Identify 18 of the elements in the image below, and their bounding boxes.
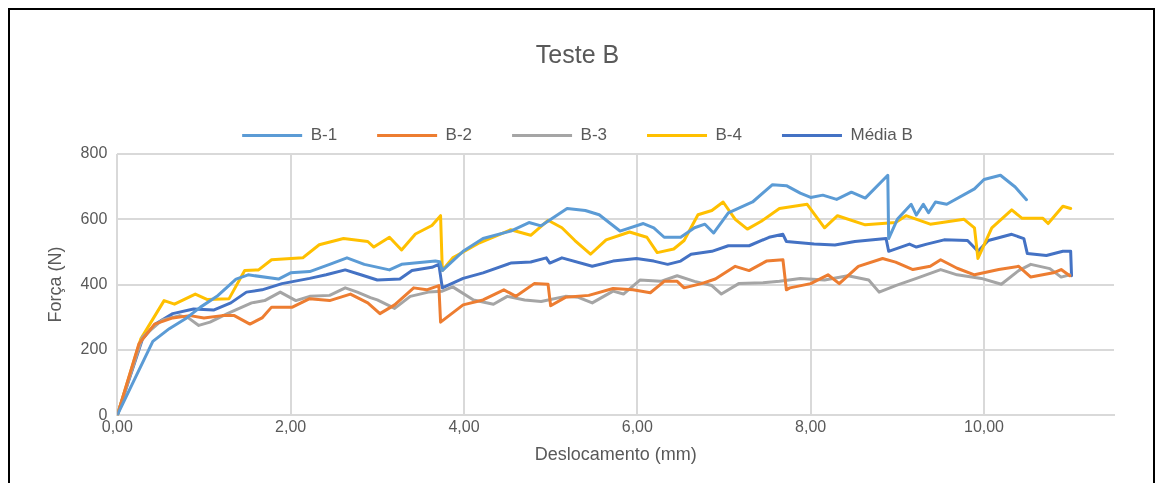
legend-label: B-4 <box>715 125 742 145</box>
y-tick-label: 200 <box>80 340 108 358</box>
y-axis-title: Força (N) <box>44 246 65 323</box>
x-tick-label: 6,00 <box>621 418 653 436</box>
x-tick-label: 4,00 <box>448 418 480 436</box>
chart-title: Teste B <box>535 39 620 68</box>
y-tick-label: 400 <box>80 275 108 293</box>
legend-label: B-3 <box>580 125 608 145</box>
legend-label: Média B <box>850 125 913 145</box>
y-tick-label: 800 <box>80 144 108 162</box>
y-tick-label: 600 <box>80 209 108 227</box>
legend-label: B-2 <box>445 125 473 145</box>
x-tick-label: 8,00 <box>795 418 827 436</box>
x-tick-label: 2,00 <box>275 418 307 436</box>
x-axis-title: Deslocamento (mm) <box>534 444 697 465</box>
x-tick-label: 10,00 <box>963 418 1005 436</box>
legend-label: B-1 <box>310 125 338 145</box>
x-tick-label: 0,00 <box>101 418 133 436</box>
